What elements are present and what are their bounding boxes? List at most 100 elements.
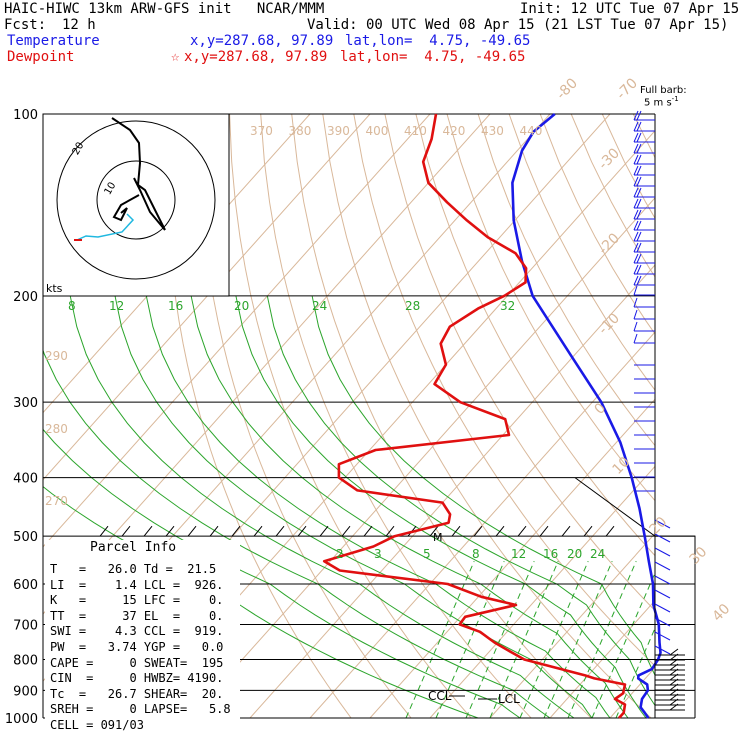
moist-adiabat-line bbox=[311, 295, 655, 677]
hodograph-box bbox=[42, 113, 230, 297]
barb-legend-line1: Full barb: bbox=[640, 85, 687, 96]
isotherm-tick-label: 30 bbox=[687, 544, 711, 568]
dewpoint-legend-label: Dewpoint bbox=[7, 49, 75, 65]
wind-barb-flag bbox=[636, 209, 642, 220]
isotherm-tick-label: 40 bbox=[710, 601, 734, 625]
wind-barb-flag bbox=[636, 132, 642, 143]
isotherm-tick-label: -20 bbox=[596, 230, 623, 257]
theta-label: 380 bbox=[289, 124, 312, 138]
dewpoint-latlon: lat,lon= 4.75, -49.65 bbox=[340, 49, 526, 65]
theta-label: 390 bbox=[327, 124, 350, 138]
parcel-info-row: K = 15 LFC = 0. bbox=[50, 593, 224, 608]
wind-barb-flag bbox=[633, 264, 639, 275]
wind-barb-flag bbox=[633, 275, 639, 286]
dry-adiabat-line bbox=[695, 114, 740, 718]
dewpoint-star-icon: ☆ bbox=[171, 49, 180, 65]
frame-lower-right bbox=[574, 477, 696, 718]
mixing-ratio-label: 16 bbox=[543, 547, 558, 561]
parcel-info-row: CELL = 091/03 bbox=[50, 718, 144, 732]
parcel-info-row: SWI = 4.3 CCL = 919. bbox=[50, 624, 224, 639]
wind-barb-flag bbox=[633, 132, 639, 143]
barb-legend-line2: 5 m s-1 bbox=[644, 95, 679, 108]
wind-barb-flag bbox=[669, 658, 679, 666]
wind-barb-flag bbox=[669, 678, 679, 686]
pressure-tick-label: 500 bbox=[13, 530, 38, 545]
dry-adiabat-line bbox=[664, 114, 740, 718]
mixing-ratio-line bbox=[489, 560, 559, 718]
isotherm-line bbox=[369, 398, 655, 718]
mixing-ratio-label: 8 bbox=[472, 547, 480, 561]
hatch-mark bbox=[429, 525, 439, 537]
mixing-ratio-label: 8 bbox=[68, 299, 76, 313]
dry-adiabat-line bbox=[260, 114, 532, 718]
isotherm-tick-label: -80 bbox=[553, 75, 580, 102]
dry-adiabat-line bbox=[727, 114, 740, 718]
pressure-tick-label: 1000 bbox=[5, 712, 38, 727]
wind-barb-flag bbox=[669, 703, 679, 711]
wind-barb-flag bbox=[636, 220, 642, 231]
isotherm-lines bbox=[43, 114, 740, 718]
wind-barb-flag bbox=[633, 309, 638, 320]
dry-adiabat-line bbox=[508, 114, 655, 391]
hodograph-ring-inner bbox=[96, 160, 176, 240]
isotherm-tick-label: -70 bbox=[613, 75, 640, 102]
parcel-info-box: Parcel Info T = 26.0 Td = 21.5 LI = 1.4 L… bbox=[45, 540, 240, 732]
wind-barb-flag bbox=[636, 110, 642, 121]
moist-adiabat-line bbox=[190, 295, 629, 718]
wind-barb-flag bbox=[633, 333, 638, 344]
hodograph-trace-low bbox=[76, 213, 135, 241]
wind-barb-flag bbox=[633, 165, 639, 176]
mixing-ratio-line bbox=[435, 560, 505, 718]
wind-barb-flag bbox=[633, 187, 639, 198]
isotherm-line bbox=[43, 114, 431, 548]
isotherm-tick-label: 20 bbox=[647, 514, 671, 538]
hatch-mark bbox=[561, 525, 571, 537]
hatch-mark bbox=[231, 525, 241, 537]
wind-barb-flag bbox=[636, 154, 642, 165]
mixing-ratio-label: 16 bbox=[168, 299, 183, 313]
parcel-info-row: CIN = 0 HWBZ= 4190. bbox=[50, 671, 224, 686]
wind-barb-flag bbox=[633, 220, 639, 231]
theta-label: 420 bbox=[443, 124, 466, 138]
lcl-label: LCL bbox=[498, 692, 520, 706]
mixing-ratio-label: 3 bbox=[374, 547, 382, 561]
pressure-tick-label: 400 bbox=[13, 472, 38, 487]
isotherm-line bbox=[489, 532, 655, 718]
wind-barb-flag bbox=[669, 698, 679, 706]
wind-barb-flag bbox=[633, 110, 639, 121]
hatch-mark bbox=[583, 525, 593, 537]
pressure-tick-label: 600 bbox=[13, 578, 38, 593]
hatch-mark bbox=[187, 525, 197, 537]
isotherm-line bbox=[549, 599, 655, 718]
dewpoint-profile-line bbox=[322, 113, 627, 719]
pressure-tick-label: 900 bbox=[13, 684, 38, 699]
hatch-mark bbox=[143, 525, 153, 537]
mixing-ratio-label: 12 bbox=[109, 299, 124, 313]
mixing-ratio-label: 2 bbox=[336, 547, 344, 561]
wind-barb bbox=[654, 603, 671, 613]
pressure-tick-label: 300 bbox=[13, 396, 38, 411]
dry-adiabat-line bbox=[291, 114, 592, 718]
hatch-mark bbox=[363, 525, 373, 537]
mixing-ratio-label: 24 bbox=[312, 299, 327, 313]
ccl-label: CCL bbox=[428, 689, 452, 703]
isotherm-line bbox=[189, 197, 655, 718]
dry-adiabat-line bbox=[477, 114, 655, 447]
isotherm-line bbox=[670, 114, 740, 718]
wind-barb-flag bbox=[669, 688, 679, 696]
wind-barb-flag bbox=[633, 253, 639, 264]
wind-barb-flag bbox=[636, 231, 642, 242]
hatch-mark bbox=[605, 525, 615, 537]
mixing-ratio-label: 20 bbox=[234, 299, 249, 313]
parcel-info-row: T = 26.0 Td = 21.5 bbox=[50, 562, 217, 576]
wind-barb-flag bbox=[669, 668, 679, 676]
barb-legend-exponent: -1 bbox=[671, 95, 679, 103]
dry-adiabat-line bbox=[353, 114, 655, 667]
theta-label: 270 bbox=[45, 494, 68, 508]
wind-barb-flag bbox=[669, 648, 679, 656]
mixing-ratio-line bbox=[615, 627, 655, 718]
wind-barb bbox=[654, 631, 671, 641]
